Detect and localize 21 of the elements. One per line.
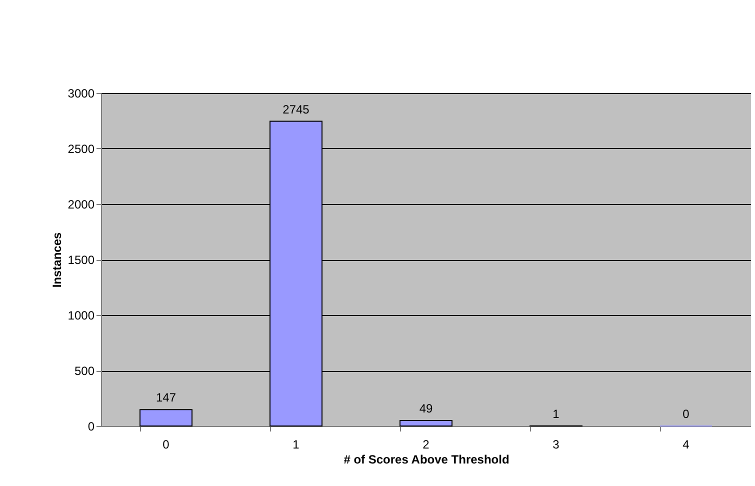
x-tick-label: 2	[422, 438, 430, 452]
x-tick-label: 0	[162, 438, 170, 452]
x-tick-label: 4	[682, 438, 690, 452]
y-tick-label: 1000	[68, 308, 95, 322]
y-tick-label: 2000	[68, 198, 95, 212]
x-tick-label: 3	[552, 438, 560, 452]
y-tick-label: 3000	[68, 86, 95, 100]
data-label: 49	[419, 402, 433, 416]
y-axis-title: Instances	[50, 232, 64, 288]
bar	[400, 420, 452, 426]
y-tick-label: 500	[74, 364, 95, 378]
data-label: 147	[156, 390, 176, 405]
bar	[140, 409, 192, 426]
y-tick-label: 2500	[68, 142, 95, 156]
y-tick-label: 0	[88, 420, 95, 434]
data-label: 0	[682, 407, 690, 421]
y-tick-label: 1500	[68, 253, 95, 267]
x-axis-title: # of Scores Above Threshold	[344, 452, 510, 466]
data-label: 1	[552, 406, 560, 421]
data-label: 2745	[282, 102, 310, 116]
x-tick-label: 1	[292, 438, 300, 452]
